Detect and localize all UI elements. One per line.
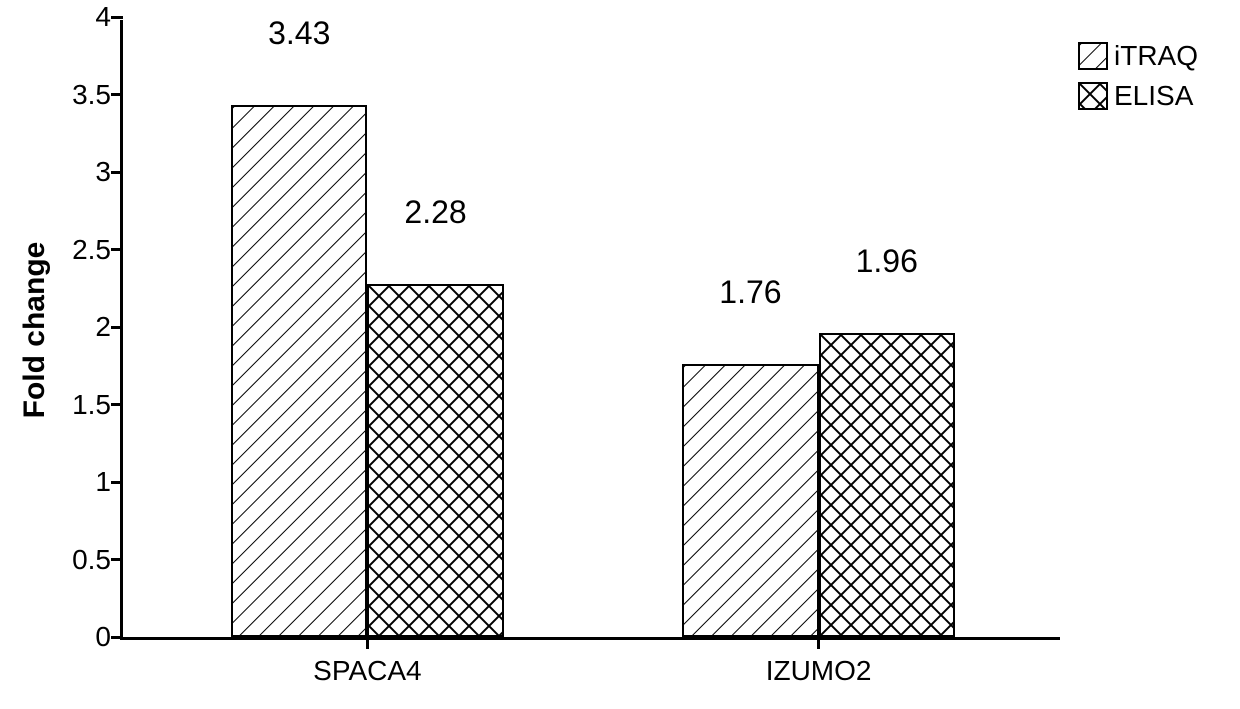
- y-tick-label: 1: [95, 466, 123, 498]
- bar: [367, 284, 503, 637]
- plot-area: 00.511.522.533.54SPACA43.432.28IZUMO21.7…: [120, 20, 1060, 640]
- legend-item: ELISA: [1078, 80, 1198, 112]
- bar: [819, 333, 955, 637]
- y-tick-label: 0.5: [72, 544, 123, 576]
- y-tick-label: 3.5: [72, 79, 123, 111]
- y-tick-label: 4: [95, 1, 123, 33]
- legend-label: ELISA: [1114, 80, 1193, 112]
- y-axis-title: Fold change: [18, 242, 52, 419]
- legend-label: iTRAQ: [1114, 40, 1198, 72]
- fold-change-bar-chart: 0 0.5 1 1.5 2 2.5 3 3.5 4 SPACA4 3.43 2.28 IZUMO2 1.7…: [0, 0, 1240, 709]
- bar-value-label: 2.28: [404, 194, 466, 239]
- y-tick-label: 2.5: [72, 234, 123, 266]
- x-category-label: IZUMO2: [766, 637, 872, 687]
- y-tick-label: 0: [95, 621, 123, 653]
- bar-value-label: 3.43: [268, 15, 330, 60]
- bar-value-label: 1.96: [856, 243, 918, 288]
- legend-item: iTRAQ: [1078, 40, 1198, 72]
- x-category-label: SPACA4: [313, 637, 421, 687]
- bar: [682, 364, 818, 637]
- y-tick-label: 2: [95, 311, 123, 343]
- y-tick-label: 3: [95, 156, 123, 188]
- y-tick-label: 1.5: [72, 389, 123, 421]
- legend: iTRAQ ELISA: [1078, 40, 1198, 120]
- legend-swatch: [1078, 82, 1108, 110]
- legend-swatch: [1078, 42, 1108, 70]
- bar-value-label: 1.76: [719, 274, 781, 319]
- bar: [231, 105, 367, 637]
